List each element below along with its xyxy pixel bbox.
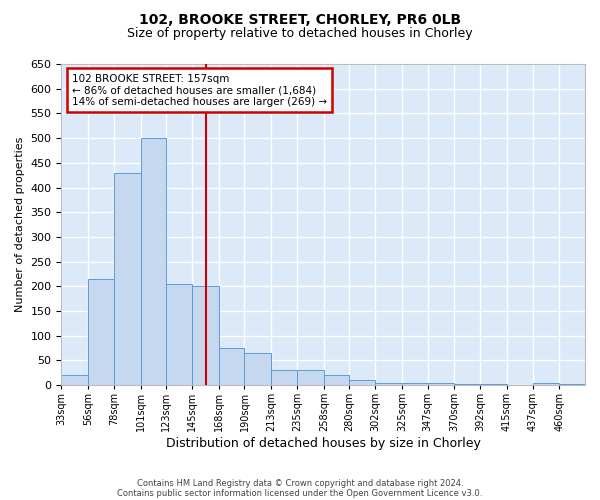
Bar <box>559 384 585 385</box>
Bar <box>533 382 559 385</box>
Bar <box>349 380 375 385</box>
Bar <box>61 375 88 385</box>
Bar <box>141 138 166 385</box>
Text: 102, BROOKE STREET, CHORLEY, PR6 0LB: 102, BROOKE STREET, CHORLEY, PR6 0LB <box>139 12 461 26</box>
X-axis label: Distribution of detached houses by size in Chorley: Distribution of detached houses by size … <box>166 437 481 450</box>
Bar <box>166 284 192 385</box>
Text: Size of property relative to detached houses in Chorley: Size of property relative to detached ho… <box>127 28 473 40</box>
Bar <box>271 370 297 385</box>
Bar <box>480 384 507 385</box>
Bar <box>244 353 271 385</box>
Bar <box>454 384 480 385</box>
Bar <box>219 348 244 385</box>
Bar <box>428 382 454 385</box>
Bar <box>192 286 219 385</box>
Y-axis label: Number of detached properties: Number of detached properties <box>15 137 25 312</box>
Bar <box>88 279 114 385</box>
Text: Contains public sector information licensed under the Open Government Licence v3: Contains public sector information licen… <box>118 488 482 498</box>
Bar <box>375 382 402 385</box>
Bar <box>402 382 428 385</box>
Bar <box>297 370 324 385</box>
Text: Contains HM Land Registry data © Crown copyright and database right 2024.: Contains HM Land Registry data © Crown c… <box>137 478 463 488</box>
Bar <box>324 375 349 385</box>
Text: 102 BROOKE STREET: 157sqm
← 86% of detached houses are smaller (1,684)
14% of se: 102 BROOKE STREET: 157sqm ← 86% of detac… <box>72 74 327 107</box>
Bar <box>114 172 141 385</box>
